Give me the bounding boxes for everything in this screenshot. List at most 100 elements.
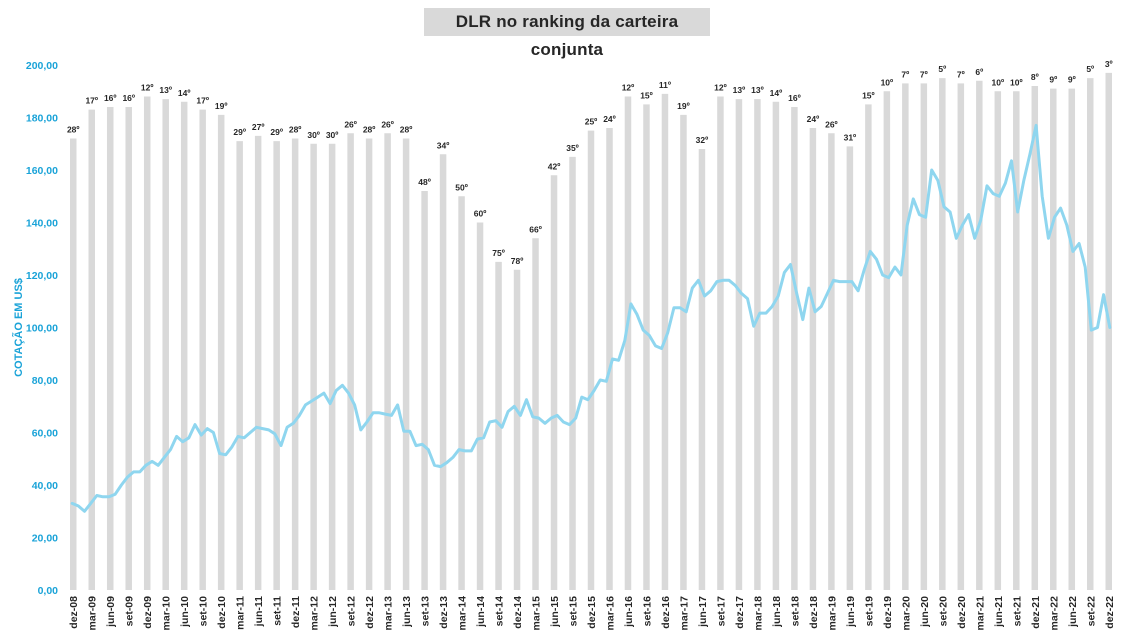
rank-data-label: 11º [659,80,671,90]
rank-data-label: 7º [957,69,965,79]
rank-data-label: 28º [400,125,413,135]
bar [1031,86,1039,590]
rank-data-label: 13º [159,85,172,95]
rank-data-label: 66º [529,224,542,234]
bar [624,96,632,590]
rank-data-label: 27º [252,122,265,132]
bar [328,143,336,590]
bar [143,96,151,590]
rank-data-label: 9º [1049,75,1057,85]
bar [846,146,854,590]
y-tick-label: 100,00 [26,323,58,335]
bar [69,138,77,590]
x-tick-label: jun-15 [549,596,561,628]
rank-data-label: 31º [844,132,857,142]
rank-data-label: 42º [548,161,561,171]
bar [217,114,225,590]
bar [883,91,891,590]
y-tick-label: 60,00 [32,428,58,440]
bar [365,138,373,590]
bar [587,130,595,590]
bar [236,141,243,590]
bar [310,143,317,590]
bar [939,78,946,590]
bar [291,138,299,590]
rank-data-label: 10º [881,77,894,87]
x-tick-label: set-21 [1011,596,1023,627]
x-tick-label: mar-10 [161,596,173,631]
y-tick-label: 20,00 [32,533,58,545]
x-tick-label: jun-21 [993,596,1005,628]
y-tick-label: 160,00 [26,165,58,177]
x-tick-label: jun-17 [697,596,709,628]
x-tick-label: jun-13 [401,596,413,628]
rank-data-label: 32º [696,135,709,145]
x-tick-label: dez-09 [142,596,154,629]
rank-data-label: 5º [1086,64,1094,74]
bar [199,109,206,590]
x-tick-label: set-22 [1085,596,1097,627]
rank-data-label: 15º [862,90,875,100]
bar [902,83,909,590]
x-tick-label: dez-16 [660,596,672,629]
rank-data-label: 24º [807,114,820,124]
bar [550,175,558,590]
bar [106,107,114,590]
rank-data-label: 17º [85,96,98,106]
price-line [70,123,1112,513]
x-tick-label: mar-21 [974,596,986,631]
bar [125,107,132,590]
x-tick-label: mar-15 [531,596,543,631]
bar [347,133,354,590]
rank-data-label: 28º [67,125,80,135]
bar [1087,78,1094,590]
x-tick-label: dez-22 [1104,596,1116,629]
x-tick-label: dez-12 [364,596,376,629]
rank-data-label: 6º [975,67,983,77]
rank-data-label: 26º [825,119,838,129]
y-tick-label: 0,00 [38,585,59,597]
bar [735,99,743,590]
bar [439,154,447,590]
x-tick-label: mar-20 [900,596,912,631]
bar [809,128,817,590]
x-tick-label: set-13 [420,596,432,627]
rank-data-label: 19º [677,101,690,111]
x-tick-label: dez-20 [956,596,968,629]
x-tick-label: dez-08 [68,596,80,629]
bar [1013,91,1020,590]
x-tick-label: dez-21 [1030,596,1042,629]
rank-data-label: 48º [418,177,431,187]
y-tick-label: 140,00 [26,218,58,230]
x-tick-label: set-17 [715,596,727,627]
bar [698,149,706,590]
bar [865,104,872,590]
x-tick-label: set-11 [272,596,284,626]
rank-data-label: 7º [920,69,928,79]
x-tick-label: set-10 [198,596,210,627]
x-tick-label: mar-22 [1048,596,1060,631]
rank-data-label: 78º [511,256,524,266]
rank-data-label: 34º [437,140,450,150]
x-tick-label: jun-16 [623,596,635,628]
rank-data-label: 30º [326,130,339,140]
x-tick-label: mar-14 [457,596,469,631]
rank-data-label: 50º [455,182,468,192]
x-tick-label: set-20 [937,596,949,627]
y-tick-label: 180,00 [26,113,58,125]
y-axis-label: COTAÇÃO EM US$ [12,278,25,377]
rank-data-label: 19º [215,101,228,111]
bar [1068,88,1076,590]
x-tick-label: mar-09 [87,596,99,631]
rank-data-label: 13º [733,85,746,95]
x-tick-label: mar-12 [309,596,321,631]
bar [754,99,761,590]
bar [476,222,484,590]
bar [458,196,465,590]
y-tick-label: 120,00 [26,270,58,282]
bar [920,83,928,590]
x-tick-label: mar-16 [604,596,616,631]
y-tick-label: 40,00 [32,480,58,492]
rank-data-label: 60º [474,209,487,219]
